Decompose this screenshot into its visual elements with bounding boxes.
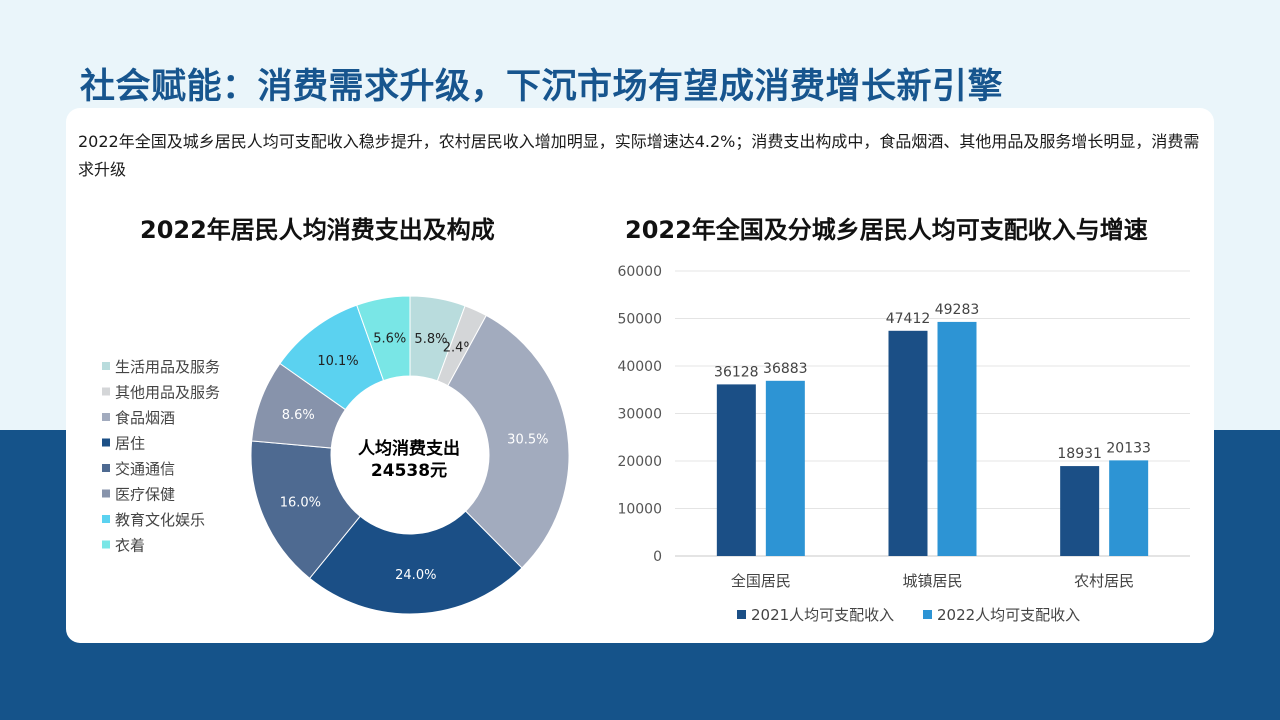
bar-data-label: 47412 xyxy=(886,311,931,327)
slice-data-label: 5.8% xyxy=(414,332,447,347)
summary-text: 2022年全国及城乡居民人均可支配收入稳步提升，农村居民收入增加明显，实际增速达… xyxy=(78,132,1200,179)
legend-swatch xyxy=(923,610,932,619)
bar-chart: 0 10000 20000 30000 40000 50000 60000 36128 3688… xyxy=(617,264,1190,624)
pie-slice xyxy=(308,510,523,615)
pie-chart-title: 2022年居民人均消费支出及构成 xyxy=(140,216,495,244)
x-tick-label: 城镇居民 xyxy=(902,572,962,590)
legend-label: 其他用品及服务 xyxy=(115,384,220,402)
y-tick-label: 30000 xyxy=(617,407,662,423)
legend-label: 交通通信 xyxy=(115,460,175,478)
y-tick-label: 20000 xyxy=(617,454,662,470)
pie-slice xyxy=(447,314,570,569)
legend-label: 教育文化娱乐 xyxy=(115,511,205,529)
y-tick-label: 10000 xyxy=(617,502,662,518)
y-tick-label: 40000 xyxy=(617,359,662,375)
legend-swatch xyxy=(102,540,110,549)
x-tick-label: 农村居民 xyxy=(1074,572,1134,590)
legend-label: 食品烟酒 xyxy=(115,409,175,427)
bar xyxy=(765,380,805,556)
legend-swatch xyxy=(102,515,110,523)
legend-swatch xyxy=(102,387,110,396)
legend-label: 居住 xyxy=(115,435,145,453)
y-tick-label: 50000 xyxy=(617,312,662,328)
legend-label: 衣着 xyxy=(115,537,145,555)
legend-label: 2021人均可支配收入 xyxy=(751,606,894,624)
slice-data-label: 30.5% xyxy=(507,432,548,447)
page-title: 社会赋能：消费需求升级，下沉市场有望成消费增长新引擎 xyxy=(80,67,1004,107)
bar xyxy=(888,330,928,556)
pie-slice xyxy=(356,295,411,382)
bar xyxy=(1109,460,1149,556)
slice-data-label: 10.1% xyxy=(317,354,358,369)
bar-chart-title: 2022年全国及分城乡居民人均可支配收入与增速 xyxy=(625,216,1148,244)
content-card xyxy=(66,108,1214,643)
center-label-value: 24538元 xyxy=(371,461,447,481)
donut-chart: 5.8%2.4%30.5%24.0%16.0%8.6%10.1%5.6%人均消费… xyxy=(102,295,570,615)
center-label-title: 人均消费支出 xyxy=(358,438,460,459)
legend-swatch xyxy=(102,464,110,472)
legend-swatch xyxy=(102,413,110,421)
x-tick-label: 全国居民 xyxy=(731,572,791,590)
legend-label: 医疗保健 xyxy=(115,486,175,504)
bar-data-label: 36883 xyxy=(763,361,808,377)
bar-data-label: 18931 xyxy=(1057,446,1102,462)
legend-label: 2022人均可支配收入 xyxy=(937,606,1080,624)
bar-data-label: 20133 xyxy=(1106,440,1151,456)
legend-swatch xyxy=(737,610,746,619)
slice-data-label: 24.0% xyxy=(395,568,436,583)
bar-data-label: 36128 xyxy=(714,364,759,380)
legend-swatch xyxy=(102,362,110,370)
legend-swatch xyxy=(102,438,110,447)
y-tick-label: 60000 xyxy=(617,264,662,280)
legend-swatch xyxy=(102,489,110,498)
bar xyxy=(716,384,756,556)
bar xyxy=(937,321,977,556)
slice-data-label: 16.0% xyxy=(280,495,321,510)
bar-data-label: 49283 xyxy=(935,302,980,318)
slice-data-label: 8.6% xyxy=(282,408,315,423)
y-tick-label: 0 xyxy=(653,549,662,565)
legend-label: 生活用品及服务 xyxy=(115,358,220,376)
bar xyxy=(1060,466,1100,556)
slice-data-label: 5.6% xyxy=(373,332,406,347)
